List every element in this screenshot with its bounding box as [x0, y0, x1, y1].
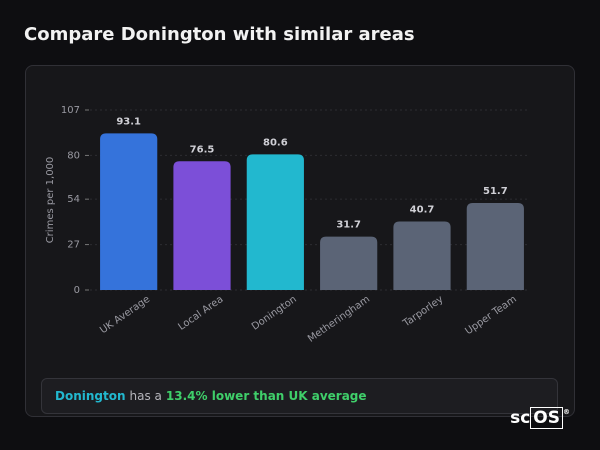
summary-comparison: 13.4% lower than UK average — [165, 389, 367, 403]
logo-mark: ® — [563, 408, 570, 416]
y-axis-label: Crimes per 1,000 — [45, 157, 56, 244]
y-tick-label: 27 — [67, 240, 80, 251]
logo-text: sc — [510, 408, 531, 428]
bar — [320, 236, 378, 290]
y-tick-label: 0 — [74, 285, 80, 296]
logo: sc OS ® — [510, 407, 570, 429]
y-tick-label: 80 — [67, 150, 80, 161]
bar — [393, 221, 451, 290]
x-tick-label: UK Average — [98, 294, 152, 336]
value-label: 51.7 — [483, 186, 508, 197]
bar — [173, 161, 231, 290]
x-tick-label: Tarporley — [401, 294, 446, 330]
value-label: 31.7 — [336, 220, 361, 231]
x-tick-label: Donington — [250, 294, 299, 333]
summary-text: has a — [129, 389, 162, 403]
page-title: Compare Donington with similar areas — [24, 24, 415, 45]
bar — [246, 154, 304, 290]
x-tick-label: Local Area — [176, 294, 225, 333]
value-label: 76.5 — [190, 144, 215, 155]
y-tick-label: 54 — [67, 194, 80, 205]
value-label: 93.1 — [116, 116, 141, 127]
bar — [100, 133, 158, 290]
summary-area: Donington — [55, 389, 126, 403]
value-label: 40.7 — [410, 205, 435, 216]
value-label: 80.6 — [263, 137, 288, 148]
summary: Donington has a 13.4% lower than UK averag… — [41, 378, 558, 414]
x-tick-label: Upper Team — [463, 294, 518, 337]
y-tick-label: 107 — [61, 105, 80, 116]
x-tick-label: Metheringham — [306, 294, 372, 345]
bar — [466, 203, 524, 290]
logo-text: OS — [530, 407, 563, 429]
